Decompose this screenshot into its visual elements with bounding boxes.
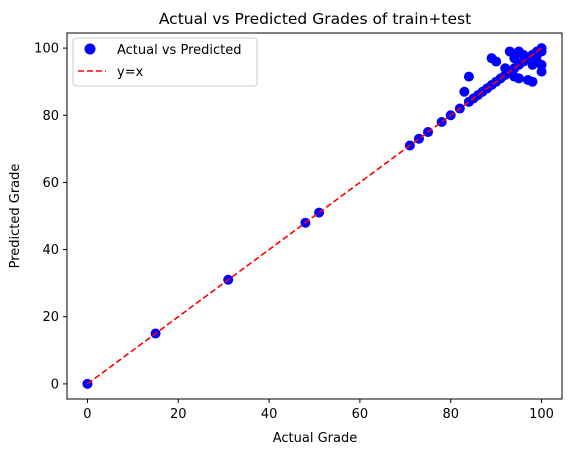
y-axis: 0 20 40 60 80 100: [34, 42, 67, 392]
plot-frame: [66, 32, 563, 400]
x-tick-label: 60: [352, 407, 369, 422]
x-axis: 0 20 40 60 80 100: [83, 399, 554, 422]
scatter-point: [491, 56, 502, 67]
legend: Actual vs Predicted y=x: [72, 37, 258, 87]
legend-label-line: y=x: [117, 65, 144, 80]
y-tick-label: 0: [51, 377, 59, 392]
reference-line-y-equals-x: [86, 47, 543, 385]
x-tick-label: 20: [170, 407, 187, 422]
x-tick-label: 100: [529, 407, 554, 422]
legend-marker-scatter: [84, 43, 96, 55]
x-tick-label: 40: [261, 407, 278, 422]
y-tick-label: 80: [42, 109, 59, 124]
legend-label-scatter: Actual vs Predicted: [117, 43, 241, 58]
scatter-point: [459, 86, 470, 97]
legend-box: [72, 37, 258, 87]
scatter-point: [463, 71, 474, 82]
y-axis-label: Predicted Grade: [8, 164, 23, 269]
x-tick-label: 80: [442, 407, 459, 422]
chart-title: Actual vs Predicted Grades of train+test: [159, 10, 471, 28]
y-tick-label: 60: [42, 176, 59, 191]
scatter-point: [536, 66, 547, 77]
scatter-point: [527, 76, 538, 87]
y-tick-label: 100: [34, 42, 59, 57]
x-axis-label: Actual Grade: [273, 431, 358, 446]
scatter-point: [513, 73, 524, 84]
y-tick-label: 40: [42, 243, 59, 258]
x-tick-label: 0: [83, 407, 91, 422]
y-tick-label: 20: [42, 310, 59, 325]
series-layer: [82, 43, 547, 389]
